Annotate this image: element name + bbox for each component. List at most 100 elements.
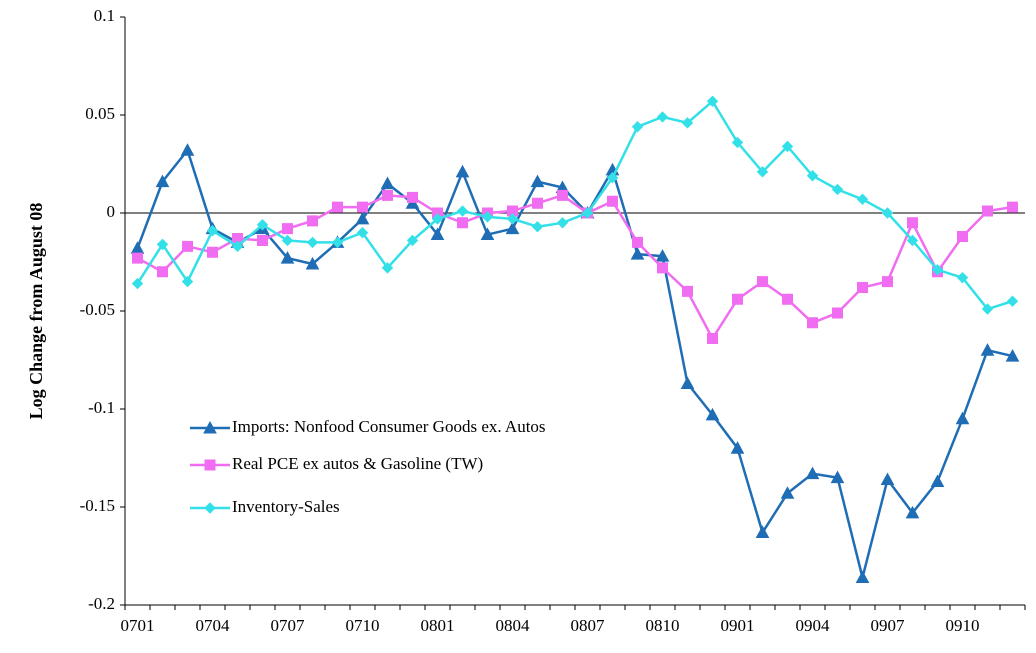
data-point — [905, 505, 920, 519]
data-point — [505, 221, 520, 235]
y-tick-label: -0.05 — [80, 300, 115, 319]
data-point — [380, 176, 395, 190]
data-point — [630, 247, 645, 260]
y-tick-label: -0.2 — [88, 594, 115, 613]
data-point — [132, 252, 143, 264]
data-point — [705, 407, 720, 421]
data-point — [855, 570, 870, 584]
data-point — [406, 234, 419, 247]
data-point — [856, 193, 869, 205]
data-point — [231, 240, 244, 253]
data-point — [805, 466, 820, 480]
data-point — [955, 411, 970, 425]
data-point — [481, 211, 494, 223]
x-tick-label: 0710 — [346, 616, 380, 635]
legend-label: Real PCE ex autos & Gasoline (TW) — [232, 454, 483, 473]
data-point — [757, 276, 768, 288]
series-line — [136, 99, 1013, 311]
x-tick-label: 0704 — [196, 616, 231, 635]
x-tick-label: 0901 — [721, 616, 755, 635]
data-point — [830, 470, 845, 484]
data-point — [782, 293, 793, 305]
data-point — [657, 262, 668, 274]
data-point — [730, 441, 745, 454]
data-point — [557, 189, 568, 201]
data-point — [382, 189, 393, 201]
data-point — [931, 264, 944, 276]
data-point — [831, 183, 844, 196]
data-point — [681, 117, 694, 129]
data-point — [707, 332, 718, 344]
data-point — [607, 195, 618, 207]
data-point — [780, 486, 795, 499]
data-point — [156, 238, 169, 251]
data-point — [206, 224, 219, 237]
data-point — [857, 281, 868, 293]
data-point — [1005, 349, 1020, 362]
data-point — [430, 227, 445, 241]
data-point — [732, 293, 743, 305]
data-point — [832, 307, 843, 319]
x-tick-label: 0904 — [796, 616, 831, 635]
data-point — [456, 205, 469, 217]
data-point — [457, 217, 468, 229]
data-point — [257, 234, 268, 246]
x-tick-label: 0907 — [871, 616, 906, 635]
x-tick-label: 0807 — [571, 616, 606, 635]
x-tick-label: 0701 — [121, 616, 155, 635]
data-point — [282, 223, 293, 235]
x-tick-label: 0910 — [946, 616, 980, 635]
data-point — [531, 221, 544, 233]
data-point — [480, 227, 495, 241]
series — [131, 95, 1019, 315]
data-point — [355, 211, 370, 225]
data-point — [182, 240, 193, 252]
data-point — [207, 246, 218, 258]
data-point — [131, 277, 144, 290]
data-point — [755, 525, 770, 538]
data-point — [431, 213, 444, 225]
data-point — [655, 249, 670, 262]
data-point — [781, 140, 794, 153]
legend-marker — [204, 502, 216, 514]
data-point — [981, 303, 994, 315]
y-axis-title: Log Change from August 08 — [26, 203, 46, 420]
data-point — [306, 236, 319, 249]
series — [130, 143, 1020, 584]
data-point — [556, 217, 569, 229]
x-tick-label: 0810 — [646, 616, 680, 635]
y-tick-label: 0.1 — [94, 6, 115, 25]
data-point — [656, 111, 669, 123]
legend-marker — [203, 420, 217, 434]
data-point — [581, 207, 594, 219]
data-point — [307, 215, 318, 227]
data-point — [930, 474, 945, 488]
data-point — [957, 231, 968, 243]
y-tick-label: -0.15 — [80, 496, 115, 515]
data-point — [281, 234, 294, 247]
data-point — [181, 275, 194, 288]
data-point — [631, 121, 644, 133]
data-point — [906, 234, 919, 247]
data-point — [256, 219, 269, 231]
x-tick-label: 0801 — [421, 616, 455, 635]
data-point — [807, 317, 818, 329]
legend-label: Imports: Nonfood Consumer Goods ex. Auto… — [232, 417, 546, 436]
data-point — [880, 472, 895, 486]
data-point — [1007, 201, 1018, 213]
data-point — [606, 172, 619, 184]
data-point — [155, 174, 170, 188]
data-point — [332, 201, 343, 213]
data-point — [980, 343, 995, 356]
data-point — [706, 95, 719, 107]
data-point — [532, 197, 543, 209]
data-point — [180, 143, 195, 156]
y-tick-label: 0.05 — [85, 104, 115, 123]
data-point — [455, 164, 470, 178]
series — [132, 189, 1018, 344]
data-point — [982, 205, 993, 217]
data-point — [130, 241, 145, 254]
legend-label: Inventory-Sales — [232, 497, 340, 516]
